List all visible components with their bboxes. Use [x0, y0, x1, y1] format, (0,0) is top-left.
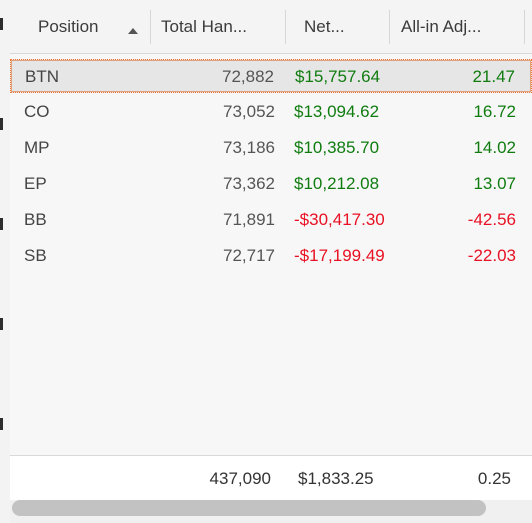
- cell-total-hands: 73,052: [223, 102, 275, 121]
- column-header-allin-adj[interactable]: All-in Adj...: [390, 0, 524, 53]
- column-header-net[interactable]: Net...: [286, 0, 389, 53]
- cell-allin-adj: 13.07: [473, 174, 516, 193]
- cell-allin-adj: -22.03: [467, 246, 516, 265]
- scrollbar-thumb[interactable]: [12, 500, 486, 516]
- cell-total-hands: 73,186: [223, 138, 275, 157]
- column-resize-handle[interactable]: [150, 10, 151, 44]
- left-edge-strip: [0, 0, 10, 523]
- column-header-label: Total Han...: [161, 16, 247, 36]
- cell-position: BTN: [25, 67, 59, 86]
- cell-total-hands: 72,717: [223, 246, 275, 265]
- column-header-row: Position Total Han... Net... All-in Adj.…: [10, 0, 532, 54]
- column-header-total-hands[interactable]: Total Han...: [151, 0, 285, 53]
- cell-position: MP: [24, 138, 50, 157]
- cell-net: -$17,199.49: [294, 246, 385, 265]
- edge-tick: [0, 218, 3, 230]
- edge-tick: [0, 118, 3, 130]
- cell-net: $13,094.62: [294, 102, 380, 121]
- column-resize-handle[interactable]: [524, 10, 525, 44]
- total-allin-adj: 0.25: [477, 469, 511, 488]
- table-row[interactable]: EP 73,362 $10,212.08 13.07: [10, 167, 532, 201]
- column-header-label: All-in Adj...: [401, 16, 482, 36]
- cell-position: EP: [24, 174, 47, 193]
- cell-total-hands: 72,882: [222, 67, 274, 86]
- cell-net: $15,757.64: [295, 67, 381, 86]
- cell-allin-adj: 21.47: [472, 67, 515, 86]
- total-hands: 437,090: [209, 469, 271, 488]
- cell-net: $10,385.70: [294, 138, 380, 157]
- stats-grid: Position Total Han... Net... All-in Adj.…: [10, 0, 532, 523]
- cell-net: $10,212.08: [294, 174, 380, 193]
- edge-tick: [0, 418, 3, 430]
- cell-position: CO: [24, 102, 50, 121]
- cell-net: -$30,417.30: [294, 210, 385, 229]
- table-row[interactable]: CO 73,052 $13,094.62 16.72: [10, 95, 532, 129]
- table-row[interactable]: SB 72,717 -$17,199.49 -22.03: [10, 239, 532, 273]
- sort-ascending-icon: [128, 28, 138, 34]
- table-row[interactable]: BTN 72,882 $15,757.64 21.47: [10, 59, 532, 93]
- edge-tick: [0, 318, 3, 330]
- table-row[interactable]: BB 71,891 -$30,417.30 -42.56: [10, 203, 532, 237]
- cell-allin-adj: 16.72: [473, 102, 516, 121]
- totals-row: 437,090 $1,833.25 0.25: [10, 455, 532, 501]
- cell-total-hands: 71,891: [223, 210, 275, 229]
- column-resize-handle[interactable]: [389, 10, 390, 44]
- column-header-label: Net...: [304, 16, 345, 36]
- cell-total-hands: 73,362: [223, 174, 275, 193]
- column-header-label: Position: [38, 16, 99, 36]
- cell-position: SB: [24, 246, 47, 265]
- column-resize-handle[interactable]: [285, 10, 286, 44]
- cell-allin-adj: 14.02: [473, 138, 516, 157]
- table-row[interactable]: MP 73,186 $10,385.70 14.02: [10, 131, 532, 165]
- cell-allin-adj: -42.56: [467, 210, 516, 229]
- cell-position: BB: [24, 210, 47, 229]
- column-header-position[interactable]: Position: [10, 0, 150, 53]
- edge-tick: [0, 18, 3, 30]
- total-net: $1,833.25: [298, 469, 374, 488]
